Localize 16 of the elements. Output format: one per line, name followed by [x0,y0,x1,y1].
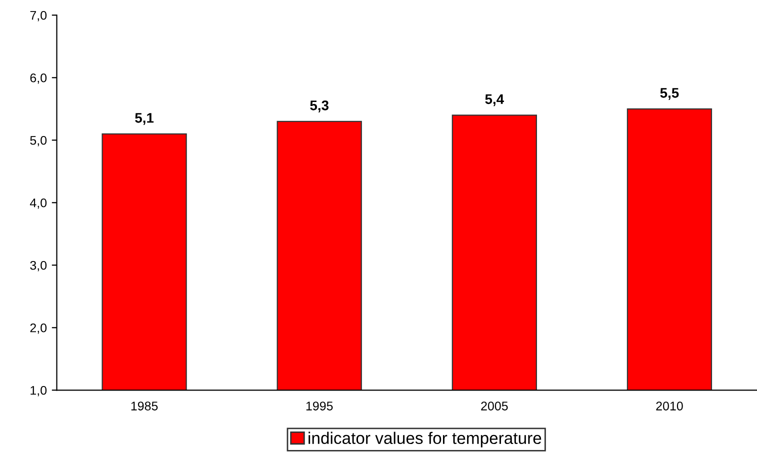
x-tick-label: 2010 [656,402,683,410]
data-label: 5,4 [485,94,504,106]
y-tick-label: 5,0 [30,136,47,146]
x-tick-label: 1985 [131,402,158,410]
data-label: 5,1 [135,113,154,125]
y-tick-label: 1,0 [30,386,47,396]
y-tick-label: 2,0 [30,323,47,334]
y-tick-label: 4,0 [30,198,47,209]
y-tick-label: 6,0 [30,73,47,84]
data-label: 5,3 [310,100,329,112]
y-tick-label: 7,0 [30,10,47,22]
x-tick-label: 1995 [306,402,333,410]
x-tick-label: 2005 [481,402,508,410]
legend-label: indicator values for temperature [308,432,542,448]
data-label: 5,5 [660,88,679,100]
y-tick-label: 3,0 [30,260,47,272]
